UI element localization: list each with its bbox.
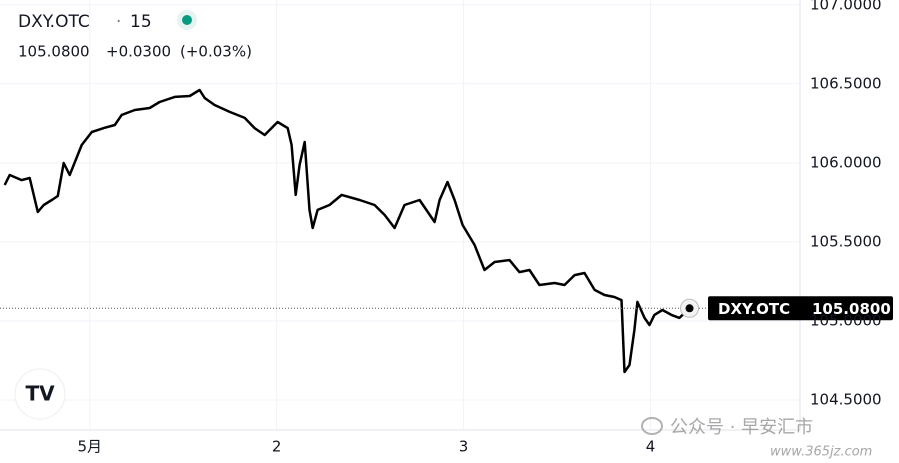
tv-logo: TV: [14, 368, 66, 420]
symbol: DXY.OTC: [18, 12, 90, 32]
change-pct: (+0.03%): [180, 43, 252, 61]
separator: ·: [116, 12, 121, 32]
x-tick-label: 3: [459, 438, 469, 456]
y-tick-label: 106.5000: [810, 74, 882, 92]
watermark-text: 公众号 · 早安汇市: [670, 417, 813, 438]
price-line: [3, 88, 691, 374]
price-label-box: [708, 296, 893, 321]
svg-text:TV: TV: [25, 382, 55, 406]
y-tick-label: 105.0000: [810, 311, 882, 329]
y-tick-label: 104.5000: [810, 390, 882, 408]
watermark: 公众号 · 早安汇市 www.365jz.com: [641, 417, 872, 460]
last-point: [685, 304, 694, 313]
y-tick-label: 105.5000: [810, 232, 882, 250]
x-tick-label: 5月: [77, 438, 102, 456]
plot-area: DXY.OTC 105.0800: [0, 88, 893, 374]
status-dot: [182, 15, 192, 25]
watermark-url: www.365jz.com: [770, 445, 872, 460]
grid: [0, 0, 800, 430]
price-label-symbol: DXY.OTC: [718, 300, 790, 318]
change: +0.0300: [106, 43, 171, 61]
x-tick-label: 2: [272, 438, 282, 456]
price-label-value: 105.0800: [812, 300, 891, 318]
x-tick-label: 4: [646, 438, 656, 456]
price: 105.0800: [18, 43, 90, 61]
y-tick-label: 107.0000: [810, 0, 882, 13]
interval: 15: [130, 12, 152, 32]
y-tick-label: 106.0000: [810, 153, 882, 171]
